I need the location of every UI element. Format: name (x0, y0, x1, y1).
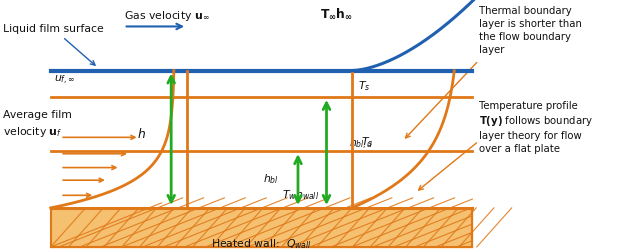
Text: $T_wh_{wall}$: $T_wh_{wall}$ (282, 188, 320, 202)
Text: Temperature profile
$\mathbf{T(y)}$ follows boundary
layer theory for flow
over : Temperature profile $\mathbf{T(y)}$ foll… (479, 101, 593, 154)
Text: Liquid film surface: Liquid film surface (3, 24, 104, 65)
Text: $h_{bl,u}$: $h_{bl,u}$ (349, 137, 373, 152)
Text: velocity $\mathbf{u}_f$: velocity $\mathbf{u}_f$ (3, 125, 63, 139)
Text: Heated wall:  $Q_{wall}$: Heated wall: $Q_{wall}$ (211, 237, 312, 251)
Text: $\mathbf{T_{\infty}h_{\infty}}$: $\mathbf{T_{\infty}h_{\infty}}$ (320, 7, 353, 21)
Text: $T_s$: $T_s$ (358, 79, 371, 92)
Text: Average film: Average film (3, 110, 72, 120)
Text: Gas velocity $\mathbf{u}_{\infty}$: Gas velocity $\mathbf{u}_{\infty}$ (124, 9, 209, 23)
Text: $u_{f,\infty}$: $u_{f,\infty}$ (54, 74, 75, 87)
Text: $T_s$: $T_s$ (361, 136, 374, 149)
Text: $h$: $h$ (137, 127, 146, 141)
Text: $h_{bl}$: $h_{bl}$ (263, 173, 279, 186)
Text: Thermal boundary
layer is shorter than
the flow boundary
layer: Thermal boundary layer is shorter than t… (479, 6, 581, 55)
